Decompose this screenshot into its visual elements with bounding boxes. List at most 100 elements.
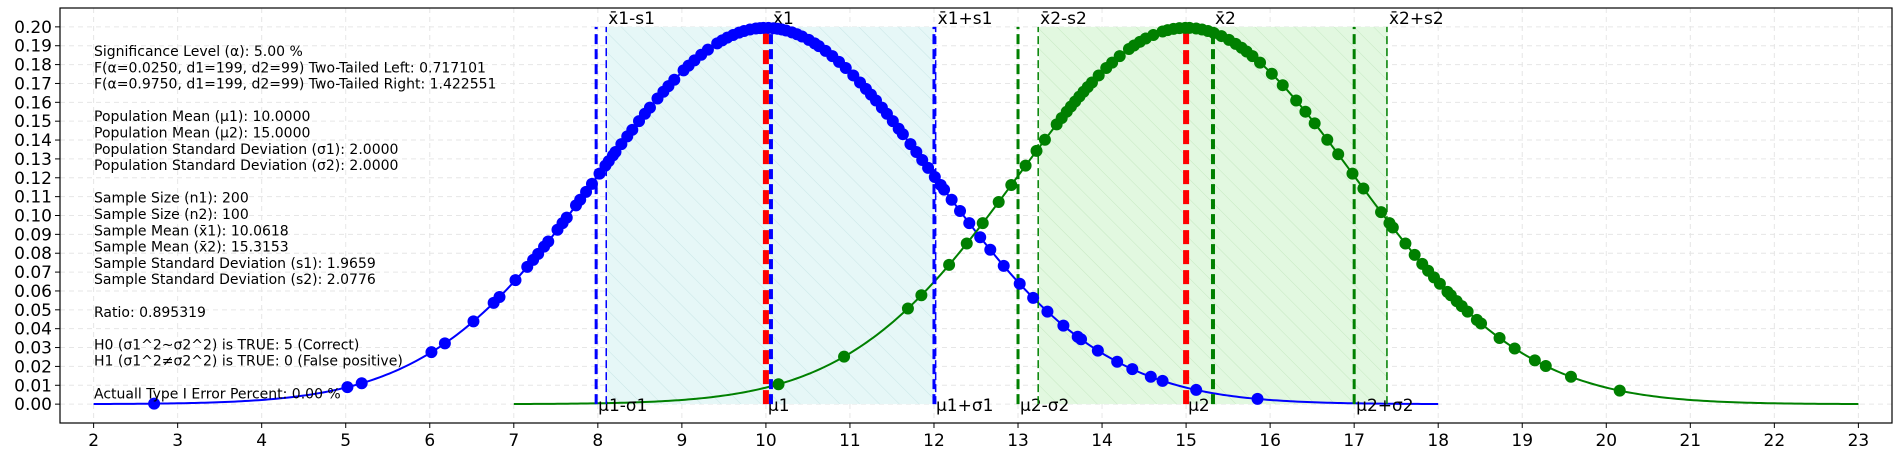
sample-point-2: [772, 378, 785, 391]
sample-point-1: [963, 217, 976, 230]
y-tick-label: 0.16: [14, 93, 52, 113]
y-tick-label: 0.14: [14, 131, 52, 151]
sample-point-2: [838, 350, 851, 363]
stats-line: F(α=0.0250, d1=199, d2=99) Two-Tailed Le…: [94, 60, 486, 76]
stats-annotation: Significance Level (α): 5.00 %F(α=0.0250…: [94, 44, 496, 402]
sample-point-2: [1147, 28, 1160, 41]
y-tick-label: 0.04: [14, 320, 52, 340]
sample-point-1: [997, 259, 1010, 272]
sample-point-2: [1528, 354, 1541, 367]
sample-point-2: [1038, 133, 1051, 146]
sample-point-2: [976, 217, 989, 230]
y-tick-label: 0.03: [14, 339, 52, 359]
sample-point-1: [938, 183, 951, 196]
stats-line: H1 (σ1^2≠σ2^2) is TRUE: 0 (False positiv…: [94, 354, 403, 370]
sample-point-2: [1346, 167, 1359, 180]
stats-line: F(α=0.9750, d1=199, d2=99) Two-Tailed Ri…: [94, 77, 496, 93]
y-tick-label: 0.00: [14, 395, 52, 415]
sample-point-1: [1126, 363, 1139, 376]
sample-point-1: [585, 177, 598, 190]
y-tick-label: 0.13: [14, 150, 52, 170]
x-tick-label: 21: [1679, 431, 1701, 451]
stats-line: Sample Size (n2): 100: [94, 207, 249, 223]
sample-point-1: [1111, 355, 1124, 368]
sample-point-1: [509, 274, 522, 287]
sample-point-2: [1357, 182, 1370, 195]
sample-point-1: [425, 346, 438, 359]
sample-point-2: [960, 237, 973, 250]
reference-line-label: μ1: [768, 396, 790, 416]
reference-line-label: x̄2+s2: [1389, 9, 1444, 29]
y-tick-label: 0.18: [14, 56, 52, 76]
sample-point-1: [974, 231, 987, 244]
y-tick-label: 0.07: [14, 263, 52, 283]
sample-point-1: [701, 43, 714, 56]
stats-line: Sample Standard Deviation (s1): 1.9659: [94, 256, 376, 272]
sample-point-1: [896, 128, 909, 141]
x-tick-label: 7: [508, 431, 519, 451]
reference-line-label: μ2-σ2: [1020, 396, 1069, 416]
x-tick-label: 11: [839, 431, 861, 451]
sample-point-2: [1005, 179, 1018, 192]
sample-point-2: [1493, 332, 1506, 345]
sample-point-1: [668, 73, 681, 86]
reference-line-label: x̄1-s1: [608, 9, 655, 29]
x-tick-label: 6: [424, 431, 435, 451]
reference-line-label: μ2+σ2: [1356, 396, 1413, 416]
sample-point-2: [1019, 159, 1032, 172]
reference-line-label: μ2: [1188, 396, 1210, 416]
sample-point-1: [945, 193, 958, 206]
stats-line: Sample Standard Deviation (s2): 2.0776: [94, 272, 376, 288]
sample-point-1: [954, 205, 967, 218]
stats-line: Population Mean (μ1): 10.0000: [94, 109, 310, 125]
sample-point-2: [1539, 360, 1552, 373]
sample-point-2: [1613, 384, 1626, 397]
sample-point-1: [1057, 319, 1070, 332]
sample-point-1: [1013, 277, 1026, 290]
sample-point-2: [943, 258, 956, 271]
sample-point-1: [922, 161, 935, 174]
reference-line-label: x̄2-s2: [1040, 9, 1087, 29]
sample-point-2: [1265, 67, 1278, 80]
sample-point-2: [915, 289, 928, 302]
sample-point-1: [1251, 392, 1264, 405]
x-tick-label: 2: [88, 431, 99, 451]
sample-point-1: [355, 377, 368, 390]
sample-point-2: [1113, 50, 1126, 63]
sample-point-2: [992, 196, 1005, 209]
sample-point-2: [1276, 79, 1289, 92]
sample-point-1: [1190, 383, 1203, 396]
x-tick-label: 4: [256, 431, 267, 451]
reference-line-label: x̄1+s1: [938, 9, 993, 29]
sample-point-1: [438, 337, 451, 350]
stats-line: Sample Mean (x̄1): 10.0618: [94, 223, 289, 239]
y-tick-label: 0.15: [14, 112, 52, 132]
sample-point-2: [1092, 69, 1105, 82]
reference-lines: μ1-σ1x̄1-s1μ1x̄1μ1+σ1x̄1+s1μ2-σ2x̄2-s2μ2…: [594, 9, 1444, 416]
sample-point-1: [1027, 291, 1040, 304]
y-tick-label: 0.10: [14, 207, 52, 227]
x-tick-label: 8: [592, 431, 603, 451]
sample-point-1: [643, 101, 656, 114]
stats-line: Sample Size (n1): 200: [94, 191, 249, 207]
x-tick-label: 13: [1007, 431, 1029, 451]
y-tick-label: 0.19: [14, 37, 52, 57]
sample-point-2: [1508, 342, 1521, 355]
stats-line: Significance Level (α): 5.00 %: [94, 44, 303, 60]
sample-point-2: [1475, 317, 1488, 330]
x-tick-label: 15: [1175, 431, 1197, 451]
sample-point-2: [901, 302, 914, 315]
x-tick-label: 23: [1848, 431, 1870, 451]
x-tick-label: 22: [1764, 431, 1786, 451]
sample-point-1: [1144, 370, 1157, 383]
sample-point-1: [493, 290, 506, 303]
sample-point-1: [467, 315, 480, 328]
stats-line: Population Mean (μ2): 15.0000: [94, 126, 310, 142]
axes: 2 3 4 5 6 7 8 9 10 11 12 13 14 15 16 17 18 19 20 21 22 230.00…: [14, 7, 1893, 451]
x-tick-label: 12: [923, 431, 945, 451]
y-tick-label: 0.08: [14, 244, 52, 264]
sample-point-1: [1156, 374, 1169, 387]
y-tick-label: 0.05: [14, 301, 52, 321]
sample-point-2: [1332, 148, 1345, 161]
